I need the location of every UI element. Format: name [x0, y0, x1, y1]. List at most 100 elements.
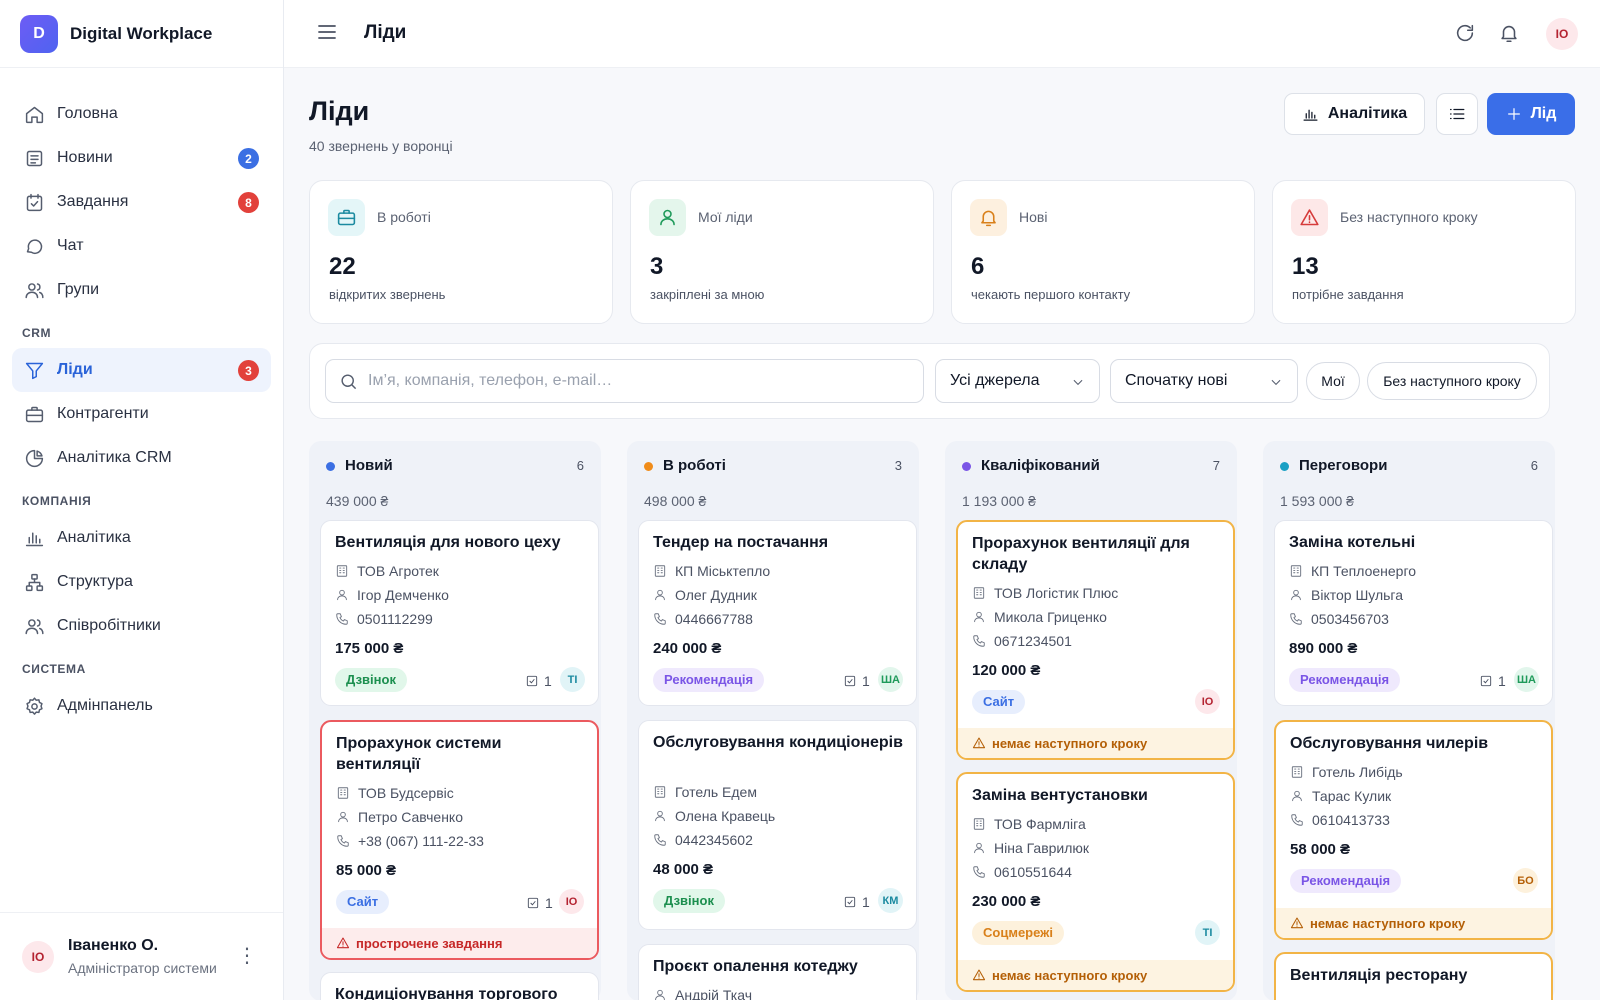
lead-card[interactable]: Тендер на постачання КП Міськтепло Олег … [638, 520, 917, 706]
stat-caption: закріплені за мною [650, 287, 765, 302]
source-select[interactable]: Усі джерела [935, 359, 1100, 403]
topbar-title: Ліди [364, 22, 407, 43]
lead-card[interactable]: Заміна вентустановки ТОВ Фармліга Ніна Г… [956, 772, 1235, 992]
user-role: Адміністратор системи [68, 960, 217, 976]
avatar: ТІ [560, 667, 585, 692]
contact-name: Андрій Ткач [675, 987, 752, 1000]
lead-company: ТОВ Будсервіс [336, 785, 454, 801]
lead-phone: 0610413733 [1290, 812, 1390, 828]
lead-phone: 0442345602 [653, 832, 753, 848]
lead-phone: 0610551644 [972, 864, 1072, 880]
filter-chip-no-next-step[interactable]: Без наступного кроку [1367, 362, 1537, 400]
lead-card[interactable]: Прорахунок системи вентиляції ТОВ Будсер… [320, 720, 599, 960]
task-count: 1 [544, 673, 552, 689]
sidebar-item-leads[interactable]: Ліди 3 [12, 348, 271, 392]
stat-value: 6 [971, 253, 985, 280]
building-icon [973, 587, 985, 599]
sidebar-item-employees[interactable]: Співробітники [12, 604, 271, 648]
no-next-step-alert: немає наступного кроку [958, 728, 1233, 758]
more-vertical-icon[interactable]: ⋮ [237, 945, 257, 967]
phone-number: 0610551644 [994, 864, 1072, 880]
search-box[interactable] [325, 359, 924, 403]
sidebar-item-label: Чат [57, 237, 84, 254]
lead-card[interactable]: Вентиляція для нового цеху ТОВ Агротек І… [320, 520, 599, 706]
kanban-column-in-work: В роботі 3 498 000 ₴ Тендер на постачанн… [627, 441, 919, 1000]
phone-icon [336, 613, 348, 625]
brand[interactable]: D Digital Workplace [0, 0, 283, 68]
lead-contact: Віктор Шульга [1289, 587, 1403, 603]
sidebar-item-home[interactable]: Головна [12, 92, 271, 136]
sidebar-item-admin[interactable]: Адмінпанель [12, 684, 271, 728]
sidebar-item-crm-analytics[interactable]: Аналітика CRM [12, 436, 271, 480]
sidebar-item-label: Групи [57, 281, 100, 298]
building-icon [973, 818, 985, 830]
lead-company: ТОВ Агротек [335, 563, 439, 579]
user-icon [1291, 589, 1301, 601]
stat-label: В роботі [377, 209, 431, 225]
bell-icon[interactable] [1498, 22, 1522, 46]
refresh-icon[interactable] [1454, 22, 1478, 46]
current-user[interactable]: ІО Іваненко О. Адміністратор системи ⋮ [0, 912, 283, 1000]
sidebar-item-label: Новини [57, 149, 113, 166]
home-icon [25, 106, 44, 123]
main-nav: Головна Новини 2 Завдання 8 Чат Групи CR… [0, 68, 283, 728]
analytics-button[interactable]: Аналітика [1284, 93, 1425, 135]
phone-icon [973, 635, 985, 647]
lead-card[interactable]: Кондиціонування торгового [320, 972, 599, 1000]
task-count: 1 [545, 895, 553, 911]
stat-card-new: Нові 6 чекають першого контакту [951, 180, 1255, 324]
briefcase-icon [328, 199, 365, 236]
column-sum: 1 593 000 ₴ [1280, 493, 1354, 509]
search-input[interactable] [368, 360, 908, 402]
lead-title: Вентиляція для нового цеху [335, 534, 561, 551]
contact-name: Тарас Кулик [1312, 788, 1392, 804]
sidebar-item-news[interactable]: Новини 2 [12, 136, 271, 180]
add-lead-button[interactable]: Лід [1487, 93, 1575, 135]
task-icon [26, 193, 43, 211]
sidebar-item-counterparties[interactable]: Контрагенти [12, 392, 271, 436]
warning-icon [336, 937, 350, 949]
source-tag: Рекомендація [1289, 668, 1401, 692]
lead-card[interactable]: Обслуговування кондиціонерів Готель Едем… [638, 720, 917, 930]
overdue-alert: прострочене завдання [322, 928, 597, 958]
sidebar-item-structure[interactable]: Структура [12, 560, 271, 604]
lead-card[interactable]: Заміна котельні КП Теплоенерго Віктор Шу… [1274, 520, 1553, 706]
stat-label: Без наступного кроку [1340, 209, 1478, 225]
lead-card[interactable]: Обслуговування чилерів Готель Либідь Тар… [1274, 720, 1553, 940]
sort-select[interactable]: Спочатку нові [1110, 359, 1298, 403]
company-name: ТОВ Агротек [357, 563, 439, 579]
list-view-button[interactable] [1436, 93, 1478, 135]
phone-icon [654, 613, 666, 625]
avatar[interactable]: ІО [1546, 18, 1578, 50]
user-icon [655, 989, 665, 1000]
lead-card[interactable]: Прорахунок вентиляції для складу ТОВ Лог… [956, 520, 1235, 760]
sidebar-item-tasks[interactable]: Завдання 8 [12, 180, 271, 224]
avatar: ША [1514, 667, 1539, 692]
status-dot [644, 462, 653, 471]
building-icon [1290, 565, 1302, 577]
sidebar-item-analytics[interactable]: Аналітика [12, 516, 271, 560]
filter-chip-mine[interactable]: Мої [1306, 362, 1360, 400]
building-icon [337, 787, 349, 799]
stat-caption: потрібне завдання [1292, 287, 1404, 302]
avatar: КМ [878, 888, 903, 913]
menu-icon[interactable] [318, 24, 336, 40]
lead-company: КП Міськтепло [653, 563, 770, 579]
main-content: Ліди 40 звернень у воронці Аналітика Лід… [284, 68, 1600, 1000]
lead-contact: Микола Гриценко [972, 609, 1107, 625]
lead-card[interactable]: Проєкт опалення котеджу Андрій Ткач [638, 944, 917, 1000]
column-count: 7 [1212, 458, 1220, 473]
column-header: Переговори 6 [1280, 457, 1538, 475]
building-icon [1291, 766, 1303, 778]
kanban-column-qualified: Кваліфікований 7 1 193 000 ₴ Прорахунок … [945, 441, 1237, 1000]
column-header: Кваліфікований 7 [962, 457, 1220, 475]
sidebar-item-chat[interactable]: Чат [12, 224, 271, 268]
lead-card[interactable]: Вентиляція ресторану [1274, 952, 1553, 1000]
user-icon [974, 611, 984, 623]
chevron-down-icon [1073, 379, 1083, 386]
column-title: Переговори [1299, 457, 1388, 474]
column-count: 3 [894, 458, 902, 473]
company-name: ТОВ Логістик Плюс [994, 585, 1119, 601]
sidebar-item-groups[interactable]: Групи [12, 268, 271, 312]
lead-amount: 58 000 ₴ [1290, 841, 1351, 858]
